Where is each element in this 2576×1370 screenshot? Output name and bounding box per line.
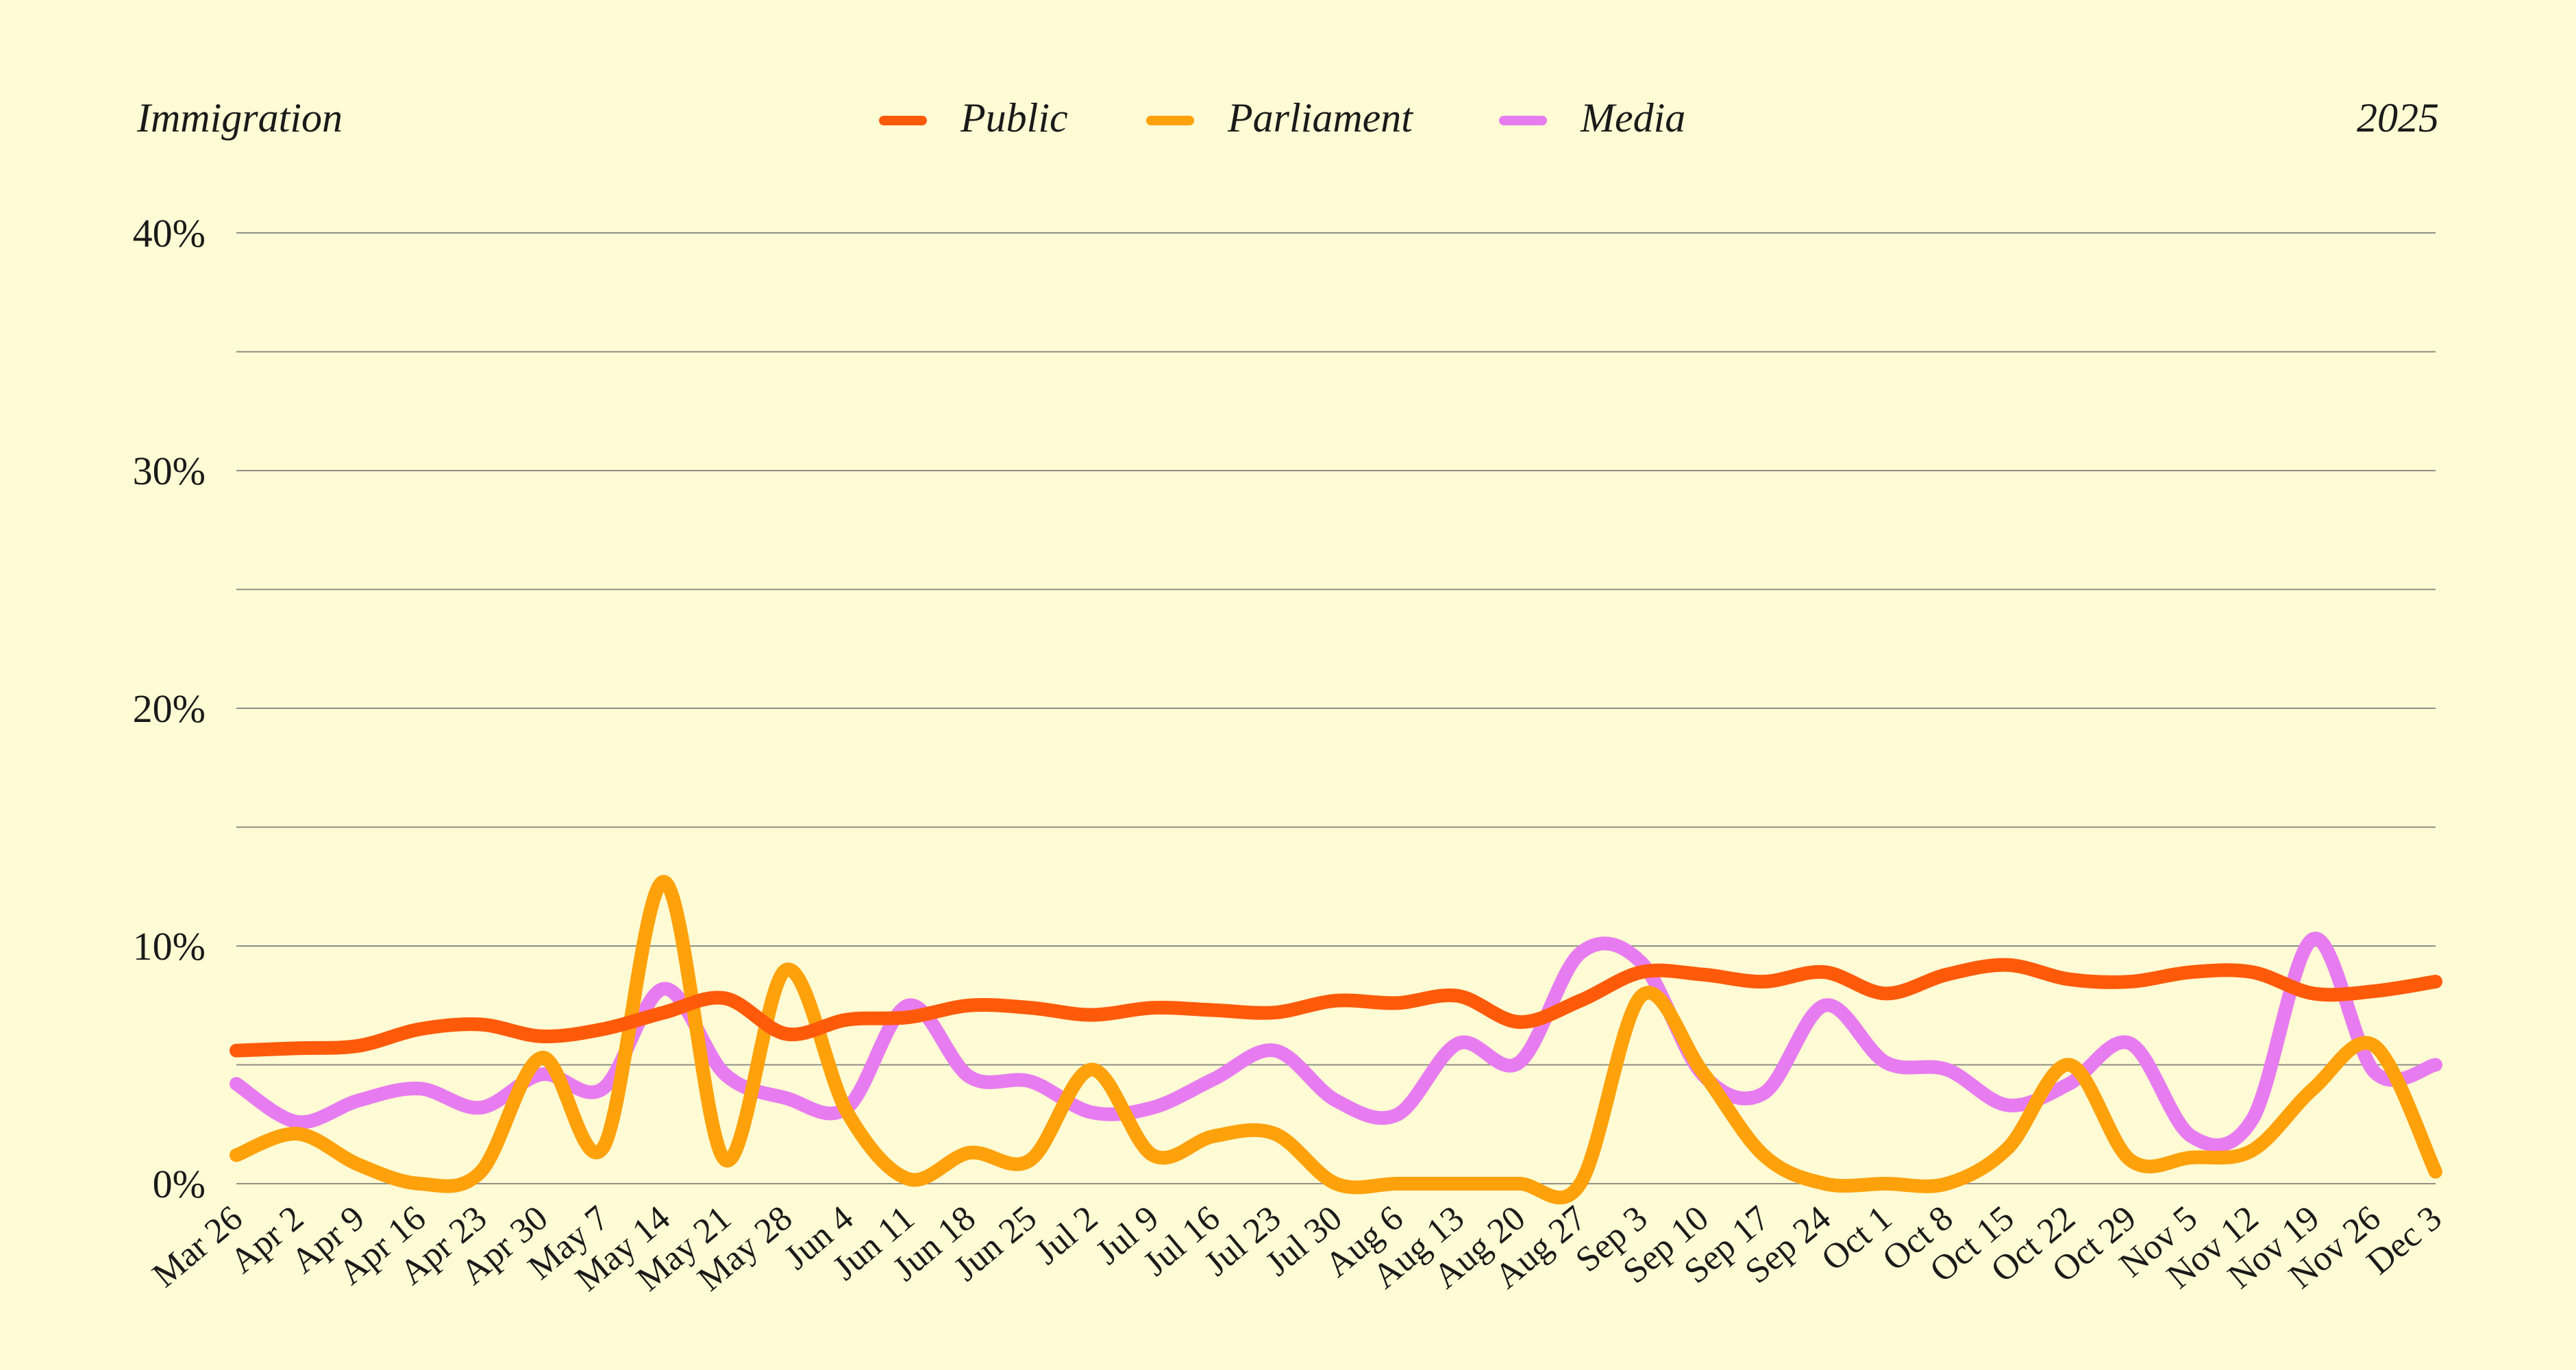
legend-item-public: Public: [879, 95, 1068, 140]
legend-item-media: Media: [1499, 95, 1685, 140]
legend-label: Media: [1580, 95, 1685, 140]
series-lines: [230, 875, 2442, 1205]
y-tick-label: 20%: [133, 686, 206, 731]
chart-header: Immigration 2025: [136, 95, 2439, 140]
chart-title: Immigration: [136, 95, 343, 140]
y-tick-label: 0%: [153, 1162, 206, 1206]
y-axis: 0% 10% 20% 30% 40%: [133, 211, 206, 1206]
legend: Public Parliament Media: [879, 95, 1685, 140]
legend-label: Public: [960, 95, 1068, 140]
series-line-public: [230, 958, 2442, 1058]
grid: [236, 232, 2436, 1184]
series-line-parliament: [230, 875, 2442, 1205]
y-tick-label: 30%: [133, 449, 206, 493]
legend-label: Parliament: [1227, 95, 1413, 140]
legend-item-parliament: Parliament: [1146, 95, 1413, 140]
y-tick-label: 40%: [133, 211, 206, 256]
y-tick-label: 10%: [133, 924, 206, 969]
year-label: 2025: [2357, 95, 2439, 140]
x-tick-label: Jul 2: [1028, 1199, 1105, 1273]
